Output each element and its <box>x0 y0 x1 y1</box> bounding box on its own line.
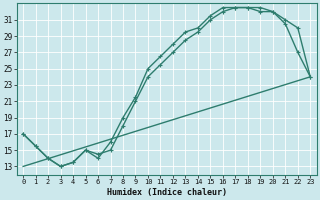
X-axis label: Humidex (Indice chaleur): Humidex (Indice chaleur) <box>107 188 227 197</box>
